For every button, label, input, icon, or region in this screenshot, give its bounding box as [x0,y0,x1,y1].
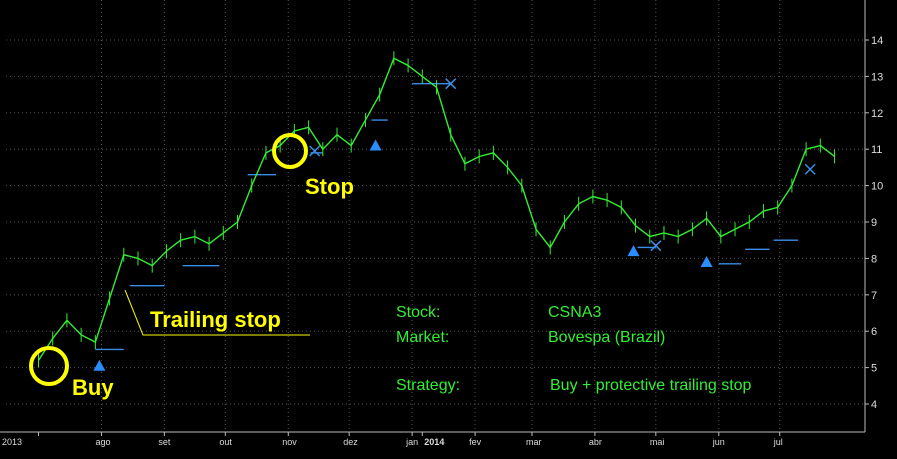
trailing-stop-annotation: Trailing stop [150,307,281,332]
x-tick-label: fev [469,437,482,447]
y-tick-label: 9 [871,217,877,229]
x-axis: 2013 ago set out nov dez jan 2014 fev mar abr mai ju… [2,432,783,447]
x-tick-label: set [158,437,171,447]
market-label: Market: [396,329,449,346]
buy-annotation: Buy [72,375,114,400]
price-series [37,51,836,368]
y-tick-label: 7 [871,290,877,302]
price-line [37,57,835,361]
x-tick-label: dez [343,437,358,447]
trailing-stop-pointer-line [124,289,310,336]
buy-marker [93,359,106,371]
strategy-label: Strategy: [396,377,460,394]
stop-marker [650,240,662,252]
strategy-value: Buy + protective trailing stop [550,377,752,394]
x-tick-label: jan [405,437,418,447]
chart-grid [6,0,865,432]
stock-label: Stock: [396,304,440,321]
stop-marker [445,78,457,90]
signal-markers [93,78,816,371]
x-year-label: 2013 [2,437,22,447]
x-tick-label: mai [650,437,665,447]
x-tick-label: mar [526,437,542,447]
stop-highlight-circle [272,133,308,169]
y-tick-label: 12 [871,108,883,120]
x-tick-label: ago [95,437,110,447]
y-tick-label: 6 [871,326,877,338]
x-tick-label: jun [712,437,725,447]
x-year-label: 2014 [424,437,444,447]
stock-value: CSNA3 [548,304,601,321]
x-tick-label: nov [282,437,297,447]
buy-marker [700,256,713,268]
y-tick-label: 10 [871,181,883,193]
y-tick-label: 13 [871,71,883,83]
y-axis: 4 5 6 7 8 9 10 11 12 13 14 [865,35,883,411]
buy-marker [369,139,382,151]
y-tick-label: 11 [871,144,882,156]
y-tick-label: 14 [871,35,883,47]
y-tick-label: 8 [871,253,877,265]
stop-annotation: Stop [305,174,354,199]
stop-marker [804,163,816,175]
y-tick-label: 5 [871,363,877,375]
x-tick-label: abr [589,437,602,447]
buy-highlight-circle [29,346,69,386]
x-tick-label: out [219,437,232,447]
market-value: Bovespa (Brazil) [548,329,665,346]
stop-marker [309,145,321,157]
y-tick-label: 4 [871,399,877,411]
x-tick-label: jul [773,437,783,447]
buy-marker [627,245,640,257]
